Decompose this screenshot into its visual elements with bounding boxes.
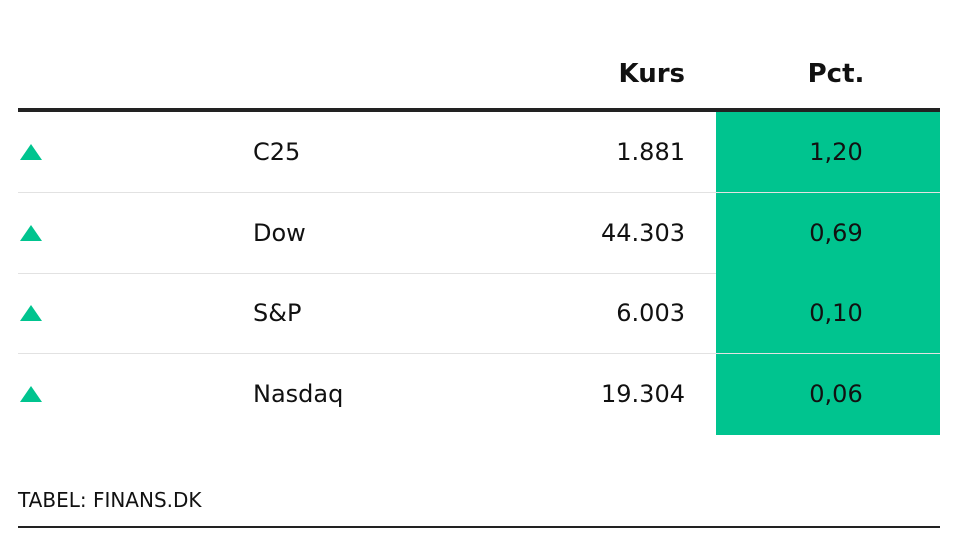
row-separator: [18, 192, 940, 193]
up-arrow: [20, 144, 42, 160]
source: TABEL: FINANS.DK: [18, 488, 202, 512]
index-name: Dow: [253, 218, 306, 247]
pct-cell-bg: [716, 273, 940, 354]
kurs-value: 44.303: [601, 218, 685, 247]
row-separator: [18, 353, 940, 354]
index-name: C25: [253, 138, 301, 166]
column-header: Pct.: [807, 59, 865, 89]
pct-value: 0,06: [809, 379, 863, 408]
row-separator: [18, 272, 940, 274]
index-name: S&P: [253, 299, 302, 327]
kurs-value: 19.304: [601, 379, 685, 408]
up-arrow: [20, 305, 42, 321]
column-header: Kurs: [618, 59, 686, 89]
pct-value: 1,20: [809, 138, 863, 166]
up-arrow: [20, 385, 42, 402]
kurs-value: 6.003: [616, 299, 685, 327]
pct-cell-bg: [716, 112, 940, 193]
index-name: Nasdaq: [253, 379, 344, 408]
footer-rule: [18, 526, 940, 528]
header-rule: [18, 108, 940, 112]
kurs-value: 1.881: [616, 138, 685, 166]
pct-value: 0,69: [809, 218, 863, 247]
pct-cell-bg: [716, 192, 940, 274]
pct-value: 0,10: [809, 299, 863, 327]
pct-cell-bg: [716, 353, 940, 435]
up-arrow: [20, 224, 42, 241]
